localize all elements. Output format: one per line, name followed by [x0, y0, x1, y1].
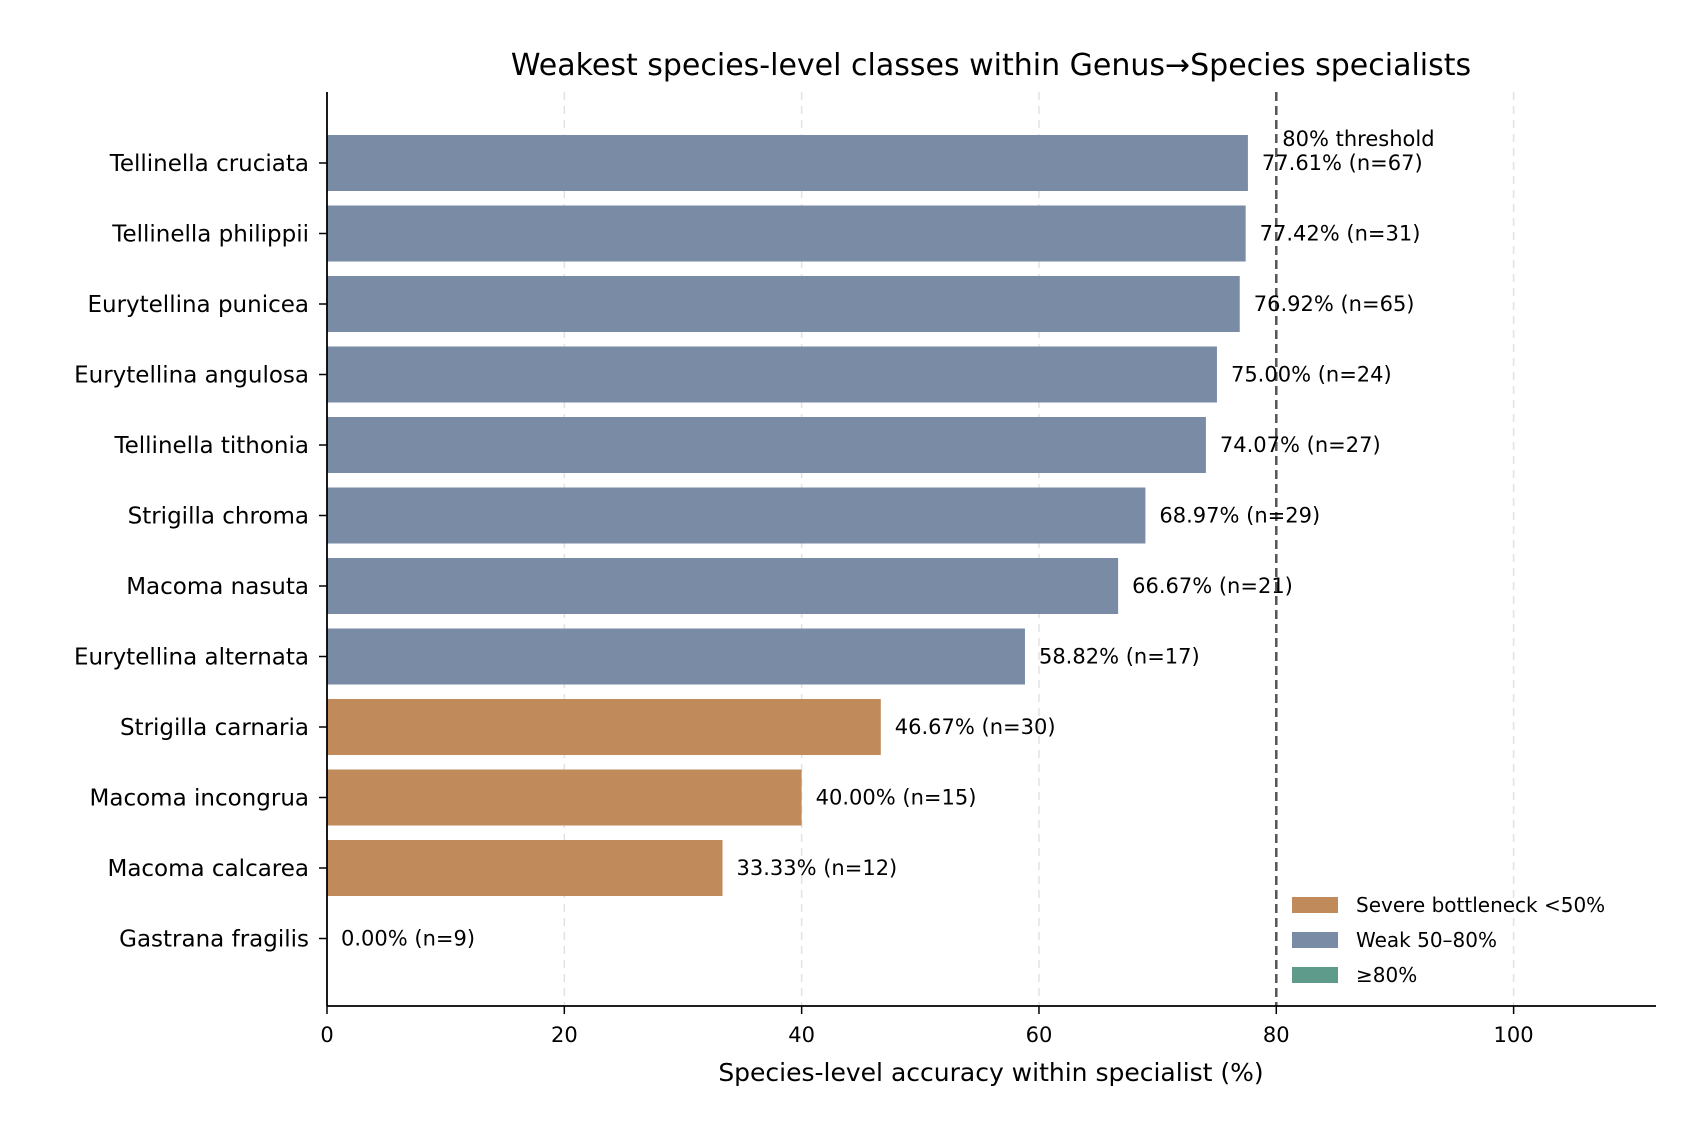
category-label: Strigilla chroma: [128, 504, 309, 530]
data-label: 58.82% (n=17): [1039, 645, 1200, 669]
bar-9: [327, 699, 881, 755]
x-tick-label: 40: [788, 1023, 815, 1047]
legend-entry: ≥80%: [1356, 963, 1417, 987]
category-label: Tellinella tithonia: [113, 433, 309, 459]
data-label: 77.61% (n=67): [1262, 151, 1423, 175]
data-label: 68.97% (n=29): [1159, 504, 1320, 528]
legend-entry: Weak 50–80%: [1356, 928, 1497, 952]
x-ticks: 0 20 40 60 80 100: [320, 1006, 1534, 1047]
data-labels: 77.61% (n=67) 77.42% (n=31) 76.92% (n=65) 7…: [341, 151, 1423, 951]
threshold: 80% threshold: [1275, 92, 1435, 1006]
bar-3: [327, 276, 1240, 332]
bar-1: [327, 135, 1248, 191]
category-label: Eurytellina angulosa: [74, 363, 309, 389]
data-label: 76.92% (n=65): [1254, 292, 1415, 316]
legend-entry: Severe bottleneck <50%: [1356, 893, 1605, 917]
bar-11: [327, 840, 723, 896]
x-axis-label: Species-level accuracy within specialist…: [718, 1058, 1263, 1087]
x-tick-label: 80: [1263, 1023, 1290, 1047]
legend-swatch: [1292, 932, 1338, 948]
data-label: 74.07% (n=27): [1220, 433, 1381, 457]
bar-8: [327, 628, 1025, 685]
bar-6: [327, 487, 1146, 544]
threshold-label: 80% threshold: [1282, 127, 1434, 151]
data-label: 33.33% (n=12): [736, 856, 897, 880]
bar-10: [327, 769, 802, 826]
category-label: Gastrana fragilis: [119, 927, 309, 953]
category-label: Strigilla carnaria: [120, 715, 309, 741]
axes: [326, 92, 1656, 1007]
category-label: Eurytellina alternata: [74, 645, 309, 671]
category-label: Macoma nasuta: [126, 574, 309, 600]
category-label: Macoma incongrua: [90, 786, 309, 812]
legend-swatch: [1292, 967, 1338, 983]
category-label: Eurytellina punicea: [87, 292, 309, 318]
data-label: 77.42% (n=31): [1260, 222, 1421, 246]
data-label: 40.00% (n=15): [816, 786, 977, 810]
category-labels: Tellinella cruciata Tellinella philippii E…: [74, 151, 327, 953]
data-label: 75.00% (n=24): [1231, 363, 1392, 387]
data-label: 0.00% (n=9): [341, 927, 475, 951]
x-tick-label: 0: [320, 1023, 333, 1047]
legend-swatch: [1292, 897, 1338, 913]
bar-4: [327, 346, 1217, 403]
bar-7: [327, 558, 1119, 614]
category-label: Tellinella philippii: [111, 222, 309, 248]
chart-title: Weakest species-level classes within Gen…: [511, 48, 1471, 83]
data-label: 46.67% (n=30): [895, 715, 1056, 739]
data-label: 66.67% (n=21): [1132, 574, 1293, 598]
category-label: Macoma calcarea: [107, 856, 309, 882]
bar-2: [327, 205, 1246, 262]
bar-5: [327, 417, 1206, 473]
x-tick-label: 100: [1494, 1023, 1534, 1047]
x-tick-label: 60: [1026, 1023, 1053, 1047]
category-label: Tellinella cruciata: [109, 151, 309, 177]
bars: [327, 135, 1248, 896]
legend: Severe bottleneck <50% Weak 50–80% ≥80%: [1292, 893, 1605, 987]
x-tick-label: 20: [551, 1023, 578, 1047]
